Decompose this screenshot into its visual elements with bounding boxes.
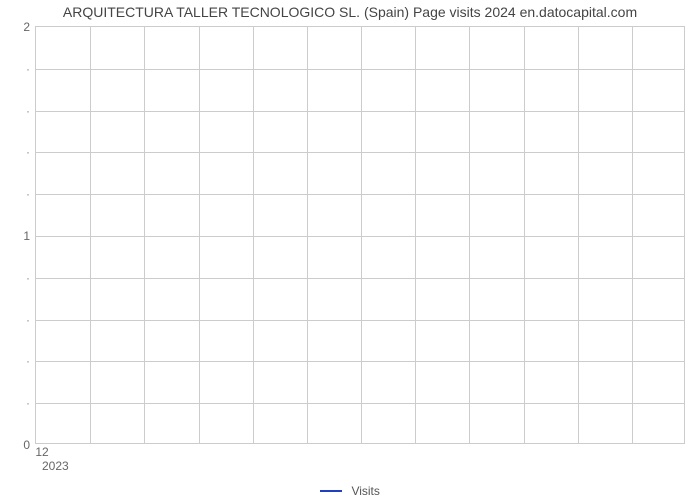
y-minor-tick: · xyxy=(26,145,36,159)
y-minor-tick: · xyxy=(26,62,36,76)
gridline-horizontal xyxy=(36,320,684,321)
gridline-vertical xyxy=(632,27,633,443)
y-minor-tick: · xyxy=(26,271,36,285)
gridline-vertical xyxy=(469,27,470,443)
chart-container: ARQUITECTURA TALLER TECNOLOGICO SL. (Spa… xyxy=(0,0,700,500)
gridline-horizontal xyxy=(36,111,684,112)
chart-title: ARQUITECTURA TALLER TECNOLOGICO SL. (Spa… xyxy=(0,4,700,20)
gridline-horizontal xyxy=(36,152,684,153)
gridline-vertical xyxy=(253,27,254,443)
gridline-vertical xyxy=(361,27,362,443)
gridline-vertical xyxy=(524,27,525,443)
y-tick-label: 2 xyxy=(23,20,36,34)
y-minor-tick: · xyxy=(26,187,36,201)
gridline-vertical xyxy=(578,27,579,443)
gridline-vertical xyxy=(199,27,200,443)
gridline-horizontal xyxy=(36,194,684,195)
gridline-horizontal xyxy=(36,69,684,70)
y-minor-tick: · xyxy=(26,104,36,118)
gridline-horizontal xyxy=(36,403,684,404)
x-year-label: 2023 xyxy=(42,459,69,473)
gridline-vertical xyxy=(144,27,145,443)
gridline-horizontal xyxy=(36,361,684,362)
legend-swatch xyxy=(320,490,342,492)
y-minor-tick: · xyxy=(26,396,36,410)
x-tick-label: 12 xyxy=(35,443,48,459)
gridline-horizontal xyxy=(36,236,684,237)
y-minor-tick: · xyxy=(26,313,36,327)
legend: Visits xyxy=(0,483,700,498)
gridline-vertical xyxy=(90,27,91,443)
y-minor-tick: · xyxy=(26,354,36,368)
plot-area: 0····1····2122023 xyxy=(35,26,685,444)
legend-series-label: Visits xyxy=(351,484,379,498)
gridline-vertical xyxy=(307,27,308,443)
y-tick-label: 0 xyxy=(23,438,36,452)
gridline-vertical xyxy=(415,27,416,443)
y-tick-label: 1 xyxy=(23,229,36,243)
gridline-horizontal xyxy=(36,278,684,279)
